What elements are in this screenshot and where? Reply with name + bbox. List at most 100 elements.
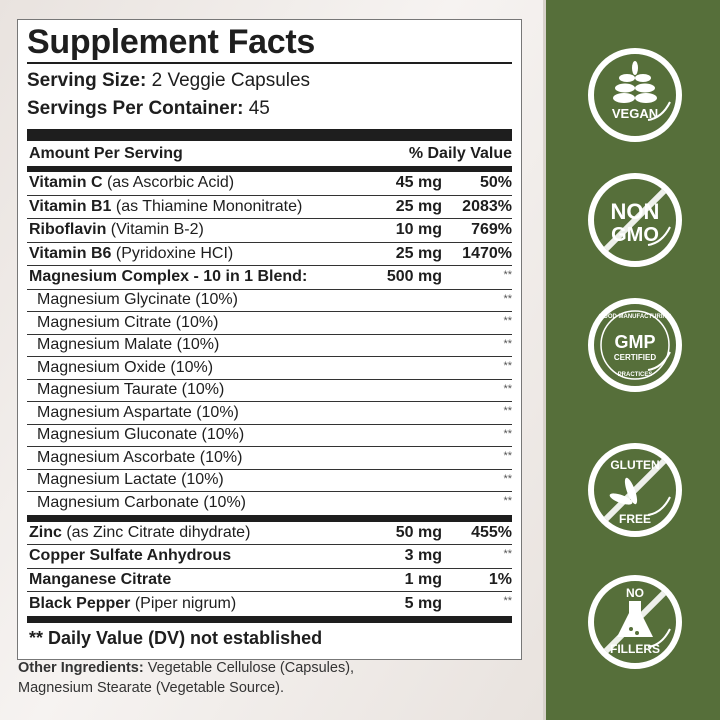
- daily-value: 50%: [479, 174, 512, 192]
- daily-value: 455%: [471, 523, 512, 541]
- amount: 25 mg: [395, 197, 442, 215]
- daily-value: 769%: [471, 221, 512, 239]
- table-row: Magnesium Malate (10%) **: [27, 335, 512, 357]
- table-row: Zinc (as Zinc Citrate dihydrate) 50 mg 455…: [27, 522, 512, 545]
- ingredient-name: Magnesium Carbonate (10%): [37, 494, 246, 512]
- ingredient-name: Magnesium Aspartate (10%): [37, 403, 239, 421]
- divider: [27, 514, 512, 522]
- table-row: Vitamin C (as Ascorbic Acid) 45 mg 50%: [27, 172, 512, 196]
- amount: 1 mg: [404, 570, 442, 588]
- ingredient-name: Zinc (as Zinc Citrate dihydrate): [29, 523, 251, 541]
- wheat-icon: [613, 61, 657, 103]
- table-row: Magnesium Oxide (10%) **: [27, 357, 512, 380]
- ingredient-name: Vitamin B1 (as Thiamine Mononitrate): [29, 197, 303, 215]
- amount: 10 mg: [395, 221, 442, 239]
- daily-value: **: [503, 472, 512, 485]
- table-row: Vitamin B6 (Pyridoxine HCI) 25 mg 1470%: [27, 243, 512, 266]
- wheat-icon: [609, 477, 638, 505]
- servings-per-container: Servings Per Container: 45: [27, 98, 270, 119]
- daily-value: **: [503, 292, 512, 305]
- ingredient-name: Magnesium Malate (10%): [37, 336, 220, 354]
- svg-text:PRACTICES: PRACTICES: [618, 372, 653, 378]
- leaf-icon: [647, 628, 671, 648]
- prohibited-slash: [603, 458, 667, 522]
- daily-value: **: [503, 405, 512, 417]
- ingredient-name: Magnesium Oxide (10%): [37, 358, 214, 376]
- amount: 500 mg: [386, 268, 442, 286]
- ingredient-name: Magnesium Glycinate (10%): [37, 291, 238, 309]
- ingredient-name: Vitamin B6 (Pyridoxine HCI): [29, 244, 234, 262]
- ingredient-name: Magnesium Complex - 10 in 1 Blend:: [29, 268, 308, 286]
- ingredient-name: Magnesium Lactate (10%): [37, 471, 224, 489]
- daily-value: **: [503, 382, 512, 395]
- daily-value: **: [503, 337, 512, 350]
- other-ingredients: Other Ingredients: Vegetable Cellulose (…: [18, 660, 355, 696]
- amount: 3 mg: [404, 547, 442, 565]
- daily-value: **: [503, 360, 512, 372]
- table-row: Vitamin B1 (as Thiamine Mononitrate) 25 m…: [27, 196, 512, 219]
- divider: [27, 615, 512, 623]
- amount: 5 mg: [404, 594, 442, 612]
- amount: 50 mg: [395, 523, 442, 541]
- ingredient-name: Riboflavin (Vitamin B-2): [29, 221, 204, 239]
- table-row: Magnesium Complex - 10 in 1 Blend: 500 m…: [27, 266, 512, 290]
- table-row: Black Pepper (Piper nigrum) 5 mg **: [27, 592, 512, 616]
- badge-no-fillers: NO FILLERS: [586, 573, 684, 671]
- table-row: Magnesium Lactate (10%) **: [27, 470, 512, 492]
- badges-sidebar: VEGAN NON GMO GOOD MANUFACTURING GMP CERTIFIE…: [543, 0, 720, 720]
- table-row: Magnesium Gluconate (10%) **: [27, 425, 512, 447]
- daily-value: 1470%: [462, 244, 512, 262]
- daily-value: **: [503, 427, 512, 440]
- supplement-facts-panel: Supplement Facts Serving Size: 2 Veggie …: [17, 19, 522, 660]
- table-row: Magnesium Carbonate (10%) **: [27, 492, 512, 515]
- ingredient-name: Magnesium Citrate (10%): [37, 313, 219, 331]
- divider: [27, 166, 512, 172]
- table-row: Copper Sulfate Anhydrous 3 mg **: [27, 545, 512, 569]
- footnote: ** Daily Value (DV) not established: [29, 627, 323, 648]
- svg-text:NON: NON: [611, 199, 660, 224]
- ingredient-name: Copper Sulfate Anhydrous: [29, 547, 232, 565]
- panel-title: Supplement Facts: [27, 20, 512, 64]
- ingredient-name: Magnesium Gluconate (10%): [37, 426, 245, 444]
- leaf-icon: [647, 351, 671, 371]
- table-row: Magnesium Ascorbate (10%) **: [27, 447, 512, 470]
- svg-text:GLUTEN: GLUTEN: [610, 458, 659, 472]
- svg-text:GMO: GMO: [611, 224, 659, 246]
- leaf-icon: [647, 496, 671, 516]
- daily-value: **: [503, 450, 512, 462]
- badge-non-gmo: NON GMO: [586, 171, 684, 269]
- daily-value: **: [503, 548, 512, 560]
- daily-value: **: [503, 269, 512, 281]
- daily-value: **: [503, 595, 512, 607]
- table-row: Riboflavin (Vitamin B-2) 10 mg 769%: [27, 219, 512, 243]
- svg-text:FILLERS: FILLERS: [610, 642, 660, 656]
- svg-text:CERTIFIED: CERTIFIED: [614, 353, 656, 362]
- badge-gluten-free: GLUTEN FREE: [586, 441, 684, 539]
- svg-text:NO: NO: [626, 586, 644, 600]
- daily-value: **: [503, 495, 512, 507]
- badge-gmp-certified: GOOD MANUFACTURING GMP CERTIFIED PRACTICES: [586, 296, 684, 394]
- ingredient-name: Manganese Citrate: [29, 570, 172, 588]
- ingredient-name: Magnesium Taurate (10%): [37, 381, 225, 399]
- svg-text:GMP: GMP: [614, 332, 655, 352]
- table-row: Magnesium Citrate (10%) **: [27, 312, 512, 335]
- svg-text:VEGAN: VEGAN: [612, 106, 658, 121]
- prohibited-slash: [603, 188, 667, 252]
- badge-vegan: VEGAN: [586, 46, 684, 144]
- serving-size: Serving Size: 2 Veggie Capsules: [27, 70, 311, 91]
- table-header: Amount Per Serving% Daily Value: [29, 145, 512, 162]
- svg-text:GOOD MANUFACTURING: GOOD MANUFACTURING: [599, 314, 672, 320]
- flask-icon: [617, 601, 653, 637]
- table-row: Magnesium Aspartate (10%) **: [27, 402, 512, 425]
- table-row: Manganese Citrate 1 mg 1%: [27, 569, 512, 592]
- ingredient-name: Vitamin C (as Ascorbic Acid): [29, 174, 235, 192]
- amount: 45 mg: [395, 174, 442, 192]
- svg-text:FREE: FREE: [619, 512, 651, 526]
- daily-value: **: [503, 315, 512, 327]
- daily-value: 2083%: [462, 197, 512, 215]
- ingredient-name: Magnesium Ascorbate (10%): [37, 448, 243, 466]
- amount: 25 mg: [395, 244, 442, 262]
- table-row: Magnesium Glycinate (10%) **: [27, 290, 512, 312]
- ingredient-name: Black Pepper (Piper nigrum): [29, 594, 237, 612]
- leaf-icon: [647, 101, 671, 121]
